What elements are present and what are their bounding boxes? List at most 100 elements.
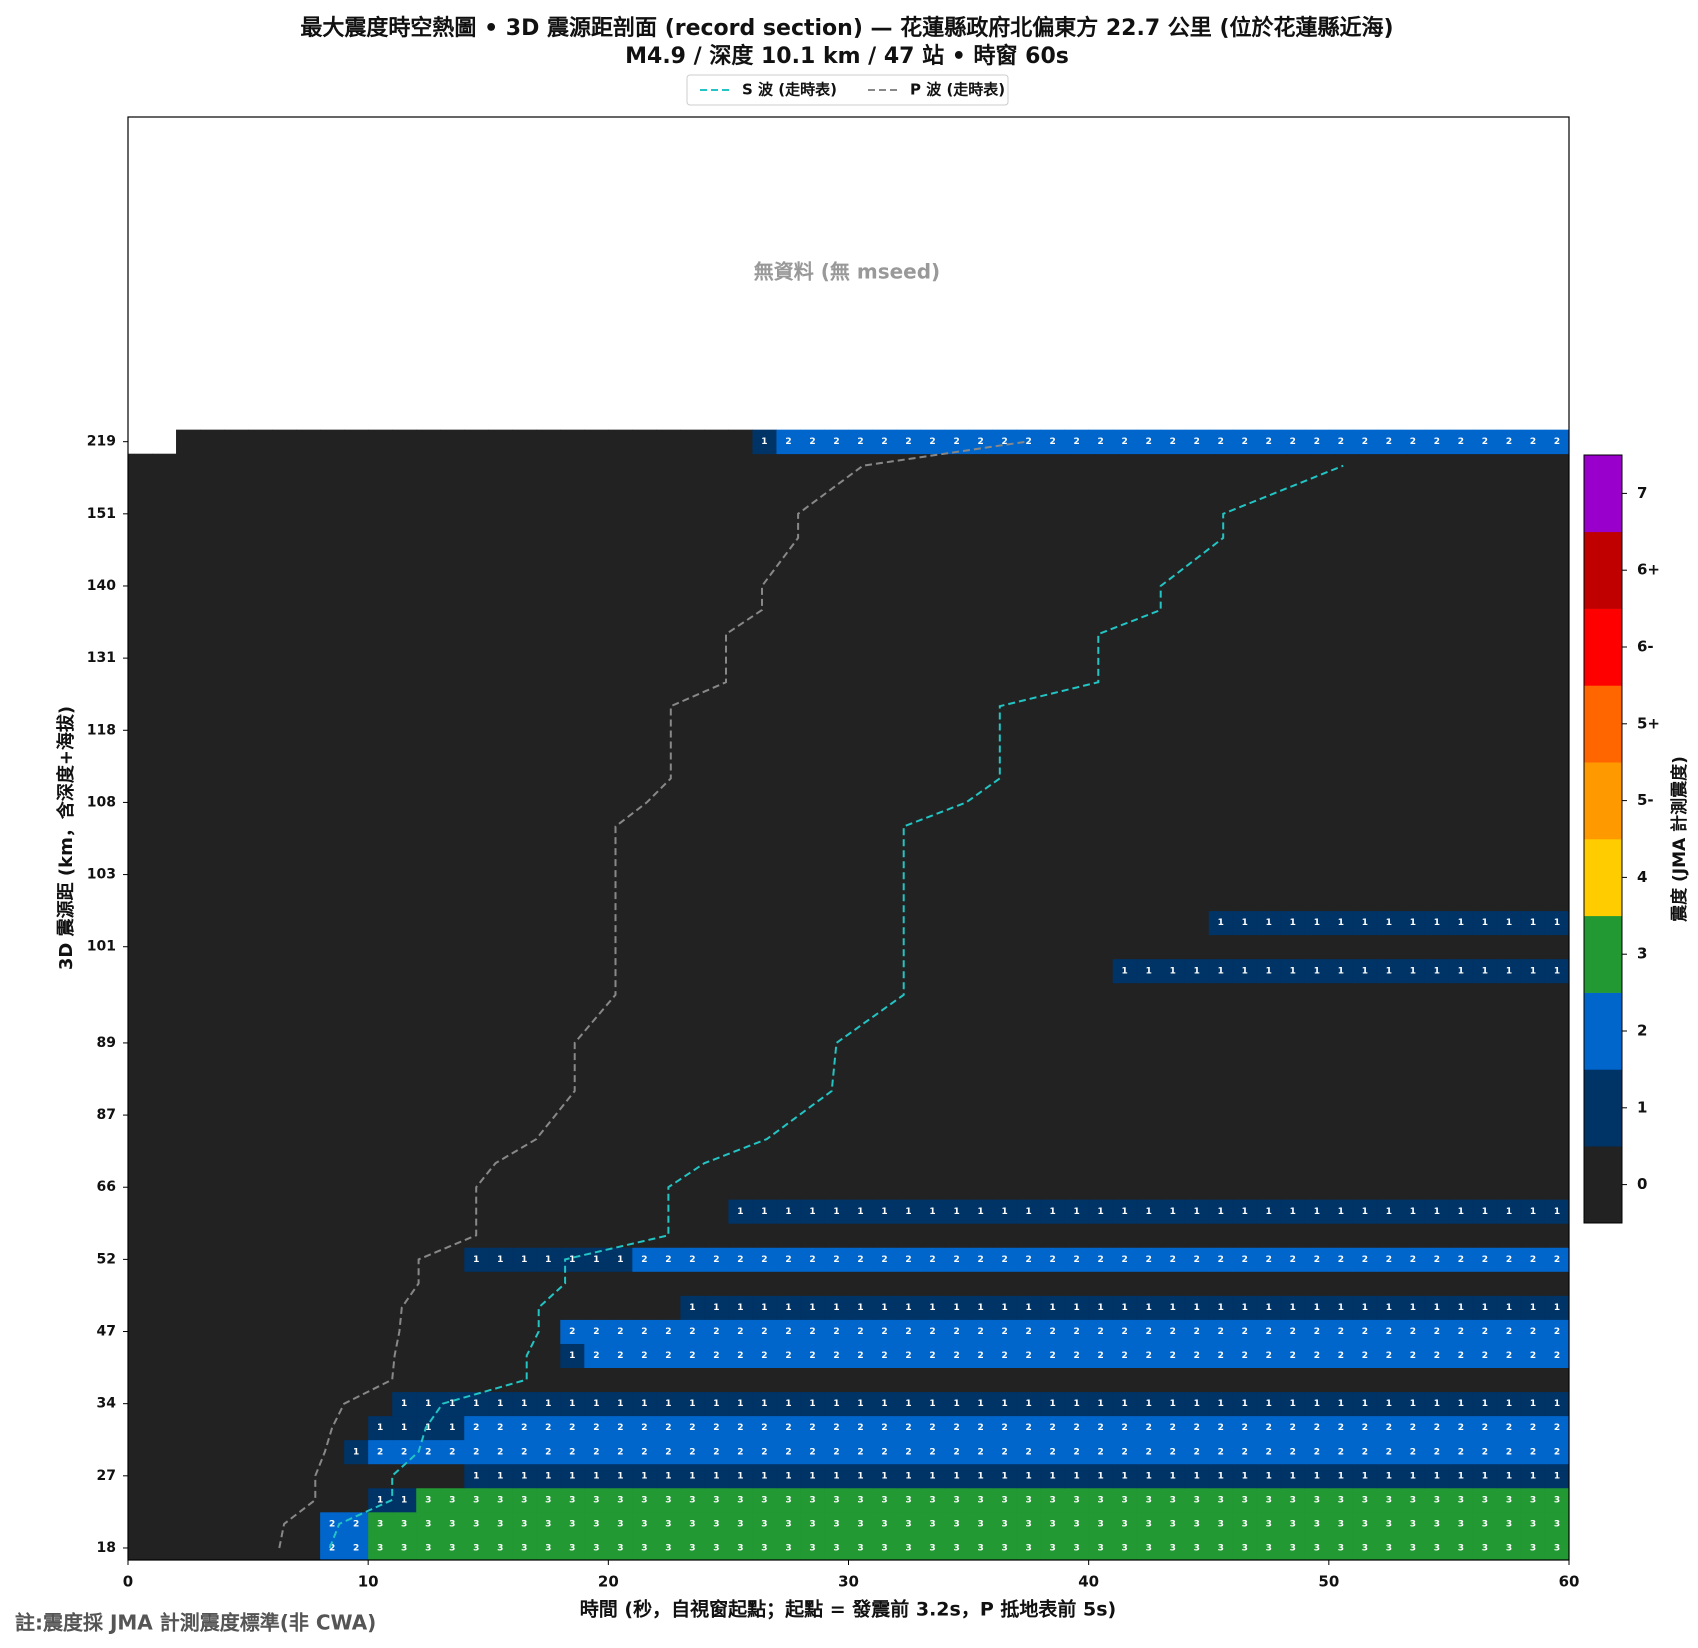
heat-cell bbox=[824, 1054, 849, 1080]
heat-cell bbox=[176, 790, 201, 815]
cell-label: 3 bbox=[905, 1543, 911, 1553]
cell-label: 2 bbox=[809, 1327, 815, 1337]
heat-cell bbox=[296, 1319, 321, 1344]
heat-cell bbox=[440, 598, 465, 623]
heat-cell bbox=[848, 1127, 873, 1152]
heat-cell bbox=[944, 1175, 969, 1200]
heat-cell bbox=[1544, 718, 1570, 743]
heat-cell bbox=[1088, 549, 1114, 575]
cell-label: 2 bbox=[1386, 1447, 1392, 1457]
cell-label: 2 bbox=[1050, 1423, 1056, 1433]
heat-cell bbox=[1208, 549, 1234, 575]
heat-cell bbox=[1496, 1223, 1522, 1248]
heat-cell bbox=[1424, 1439, 1450, 1465]
heat-cell bbox=[1256, 1367, 1282, 1393]
heat-cell bbox=[1424, 646, 1450, 671]
heat-cell bbox=[1136, 718, 1162, 743]
heat-cell bbox=[584, 1343, 609, 1368]
heat-cell bbox=[392, 1006, 417, 1032]
cell-label: 3 bbox=[377, 1519, 383, 1529]
heat-cell bbox=[848, 1006, 873, 1032]
heat-cell bbox=[1352, 1439, 1378, 1465]
heat-cell bbox=[992, 573, 1018, 599]
heat-cell bbox=[1208, 1006, 1234, 1032]
heat-cell bbox=[1184, 934, 1210, 960]
heat-cell bbox=[1328, 1511, 1354, 1537]
heat-cell bbox=[776, 766, 801, 791]
heat-cell bbox=[1424, 1175, 1450, 1200]
heat-cell bbox=[632, 910, 657, 936]
heat-cell bbox=[1376, 1127, 1402, 1152]
heat-cell bbox=[1496, 694, 1522, 719]
heat-cell bbox=[680, 1463, 705, 1489]
heat-cell bbox=[800, 886, 825, 912]
heat-cell bbox=[488, 1415, 513, 1441]
cell-label: 2 bbox=[1194, 437, 1200, 447]
heat-cell bbox=[1136, 1030, 1162, 1056]
heat-cell bbox=[968, 1006, 993, 1032]
heat-cell bbox=[800, 429, 825, 455]
heat-cell bbox=[1088, 1103, 1114, 1128]
legend-label: P 波 (走時表) bbox=[910, 81, 1005, 99]
heat-cell bbox=[368, 910, 393, 936]
heat-cell bbox=[1136, 573, 1162, 599]
heat-cell bbox=[1520, 910, 1546, 936]
heat-cell bbox=[1280, 1535, 1306, 1561]
heat-cell bbox=[248, 766, 273, 791]
heat-cell bbox=[1112, 573, 1138, 599]
heat-cell bbox=[632, 1103, 657, 1128]
heat-cell bbox=[1232, 1247, 1258, 1272]
heat-cell bbox=[368, 982, 393, 1008]
cell-label: 3 bbox=[545, 1495, 551, 1505]
heat-cell bbox=[824, 1343, 849, 1368]
cell-label: 2 bbox=[617, 1351, 623, 1361]
heat-cell bbox=[560, 1343, 585, 1368]
heat-cell bbox=[632, 622, 657, 647]
heat-cell bbox=[680, 694, 705, 719]
heat-cell bbox=[1304, 766, 1330, 791]
heat-cell bbox=[1160, 646, 1186, 671]
cell-label: 2 bbox=[809, 1423, 815, 1433]
heat-cell bbox=[608, 886, 633, 912]
heat-cell bbox=[1448, 742, 1474, 767]
heat-cell bbox=[176, 910, 201, 936]
heat-cell bbox=[1088, 838, 1114, 863]
heat-cell bbox=[1544, 525, 1570, 551]
heat-cell bbox=[488, 718, 513, 743]
heat-cell bbox=[1016, 646, 1042, 671]
heat-cell bbox=[728, 1535, 753, 1561]
heat-cell bbox=[152, 1367, 177, 1393]
heat-cell bbox=[272, 1175, 297, 1200]
heat-cell bbox=[560, 1391, 585, 1417]
heat-cell bbox=[1376, 1103, 1402, 1128]
heat-cell bbox=[272, 1439, 297, 1465]
heat-cell bbox=[824, 1463, 849, 1489]
heat-cell bbox=[1400, 862, 1426, 887]
heat-cell bbox=[296, 814, 321, 839]
heat-cell bbox=[200, 525, 225, 551]
heat-cell bbox=[1424, 622, 1450, 647]
heat-cell bbox=[1520, 1367, 1546, 1393]
heat-cell bbox=[1280, 1295, 1306, 1320]
cell-label: 2 bbox=[809, 1351, 815, 1361]
heat-cell bbox=[944, 549, 969, 575]
heat-cell bbox=[416, 1295, 441, 1320]
cell-label: 2 bbox=[929, 1327, 935, 1337]
heat-cell bbox=[272, 1223, 297, 1248]
heat-cell bbox=[752, 1054, 777, 1080]
cell-label: 2 bbox=[1122, 1351, 1128, 1361]
heat-cell bbox=[656, 1271, 681, 1296]
heat-cell bbox=[224, 838, 249, 863]
heat-cell bbox=[1136, 1535, 1162, 1561]
heat-cell bbox=[344, 501, 369, 527]
heat-cell bbox=[176, 573, 201, 599]
heat-cell bbox=[1544, 1006, 1570, 1032]
heat-cell bbox=[272, 862, 297, 887]
heat-cell bbox=[584, 790, 609, 815]
heat-cell bbox=[344, 598, 369, 623]
heat-cell bbox=[1016, 1343, 1042, 1368]
heat-cell bbox=[296, 501, 321, 527]
heat-cell bbox=[1496, 1343, 1522, 1368]
cell-label: 1 bbox=[953, 1303, 959, 1313]
heat-cell bbox=[1328, 838, 1354, 863]
